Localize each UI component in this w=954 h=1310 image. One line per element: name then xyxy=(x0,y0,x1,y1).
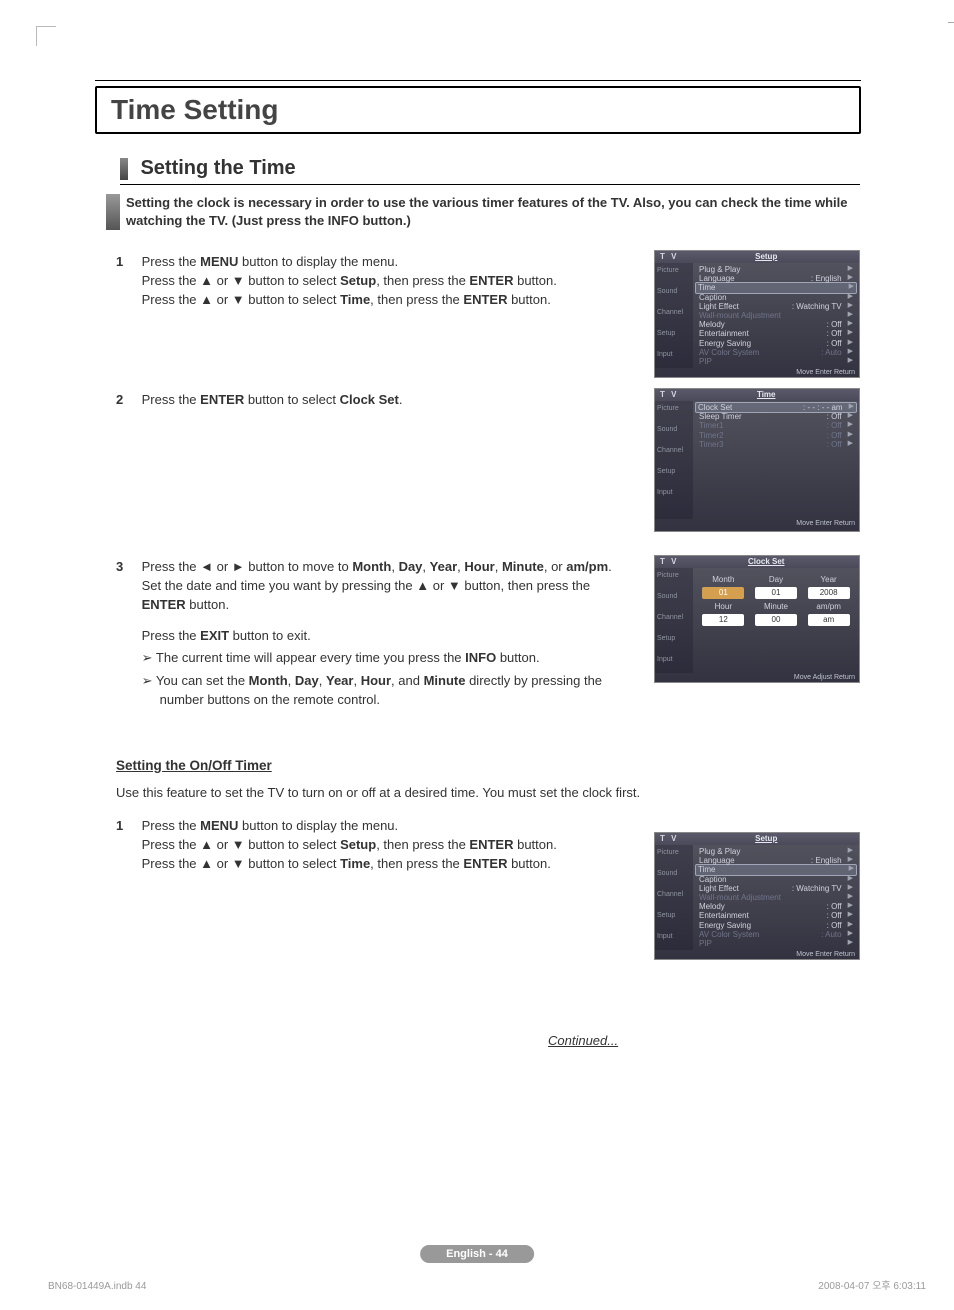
hour-field: 12 xyxy=(702,614,744,626)
tv-menu-footer: Move Adjust Return xyxy=(655,673,859,682)
step-1: 1 Press the MENU button to display the m… xyxy=(116,253,626,310)
page-title: Time Setting xyxy=(111,94,279,125)
step-body: Press the ENTER button to select Clock S… xyxy=(142,391,622,410)
tv-menu-main: Month Day Year 01 01 2008 Hour Minute am… xyxy=(693,568,859,673)
clockset-values-row: 12 00 am xyxy=(697,614,855,626)
step-3: 3 Press the ◄ or ► button to move to Mon… xyxy=(116,558,626,710)
tv-menu-body: PictureSoundChannelSetupInput Month Day … xyxy=(655,568,859,673)
tv-menu-body: PictureSoundChannelSetupInput Plug & Pla… xyxy=(655,263,859,368)
tv-menu-time: T V Time PictureSoundChannelSetupInput C… xyxy=(654,388,860,532)
tv-menu-main: Clock Set: - - : - - am▶Sleep Timer: Off… xyxy=(693,401,859,519)
tv-menu-footer: Move Enter Return xyxy=(655,519,859,528)
continued-label: Continued... xyxy=(548,1033,618,1048)
tv-menu-header: T V Setup xyxy=(655,833,859,845)
top-rule xyxy=(95,80,861,81)
tv-menu-body: PictureSoundChannelSetupInput Plug & Pla… xyxy=(655,845,859,950)
section-underline xyxy=(120,184,860,185)
tv-menu-sidebar: PictureSoundChannelSetupInput xyxy=(655,568,693,673)
tv-menu-sidebar: PictureSoundChannelSetupInput xyxy=(655,401,693,519)
tv-menu-header: T V Clock Set xyxy=(655,556,859,568)
intro-bar-icon xyxy=(106,194,120,230)
section-bar-icon xyxy=(120,158,128,180)
tv-menu-sidebar: PictureSoundChannelSetupInput xyxy=(655,263,693,368)
tv-menu-body: PictureSoundChannelSetupInput Clock Set:… xyxy=(655,401,859,519)
year-field: 2008 xyxy=(808,587,850,599)
tv-menu-main: Plug & Play▶Language: English▶Time▶Capti… xyxy=(693,845,859,950)
step-body: Press the ◄ or ► button to move to Month… xyxy=(142,558,622,710)
ampm-field: am xyxy=(808,614,850,626)
tv-menu-footer: Move Enter Return xyxy=(655,950,859,959)
clockset-values-row: 01 01 2008 xyxy=(697,587,855,599)
note-bullet: ➢ You can set the Month, Day, Year, Hour… xyxy=(142,672,622,710)
section-header: Setting the Time xyxy=(120,157,860,185)
step-number: 3 xyxy=(116,558,138,577)
clockset-labels-row: Month Day Year xyxy=(697,575,855,584)
footer-filename: BN68-01449A.indb 44 xyxy=(48,1281,146,1292)
clockset-labels-row: Hour Minute am/pm xyxy=(697,602,855,611)
section-title: Setting the Time xyxy=(140,157,295,179)
onoff-timer-heading: Setting the On/Off Timer xyxy=(116,756,646,776)
step-body: Press the MENU button to display the men… xyxy=(142,253,622,310)
month-field: 01 xyxy=(702,587,744,599)
tv-menu-header: T V Setup xyxy=(655,251,859,263)
tv-menu-clockset: T V Clock Set PictureSoundChannelSetupIn… xyxy=(654,555,860,683)
crop-mark-right xyxy=(948,22,954,30)
minute-field: 00 xyxy=(755,614,797,626)
intro-text: Setting the clock is necessary in order … xyxy=(126,194,858,230)
page-number-badge: English - 44 xyxy=(420,1245,534,1263)
tv-menu-setup-2: T V Setup PictureSoundChannelSetupInput … xyxy=(654,832,860,960)
note-bullet: ➢ The current time will appear every tim… xyxy=(142,649,622,668)
step-number: 1 xyxy=(116,253,138,272)
onoff-timer-text: Use this feature to set the TV to turn o… xyxy=(116,784,646,803)
page-title-box: Time Setting xyxy=(95,86,861,134)
step-number: 1 xyxy=(116,817,138,836)
step-number: 2 xyxy=(116,391,138,410)
timer-step-1: 1 Press the MENU button to display the m… xyxy=(116,817,626,874)
tv-menu-setup: T V Setup PictureSoundChannelSetupInput … xyxy=(654,250,860,378)
tv-menu-header: T V Time xyxy=(655,389,859,401)
step-2: 2 Press the ENTER button to select Clock… xyxy=(116,391,626,410)
tv-menu-sidebar: PictureSoundChannelSetupInput xyxy=(655,845,693,950)
step-body: Press the MENU button to display the men… xyxy=(142,817,622,874)
day-field: 01 xyxy=(755,587,797,599)
crop-mark xyxy=(36,26,56,46)
tv-menu-main: Plug & Play▶Language: English▶Time▶Capti… xyxy=(693,263,859,368)
tv-menu-footer: Move Enter Return xyxy=(655,368,859,377)
onoff-timer-section: Setting the On/Off Timer Use this featur… xyxy=(116,756,646,802)
footer-timestamp: 2008-04-07 오후 6:03:11 xyxy=(818,1277,926,1292)
